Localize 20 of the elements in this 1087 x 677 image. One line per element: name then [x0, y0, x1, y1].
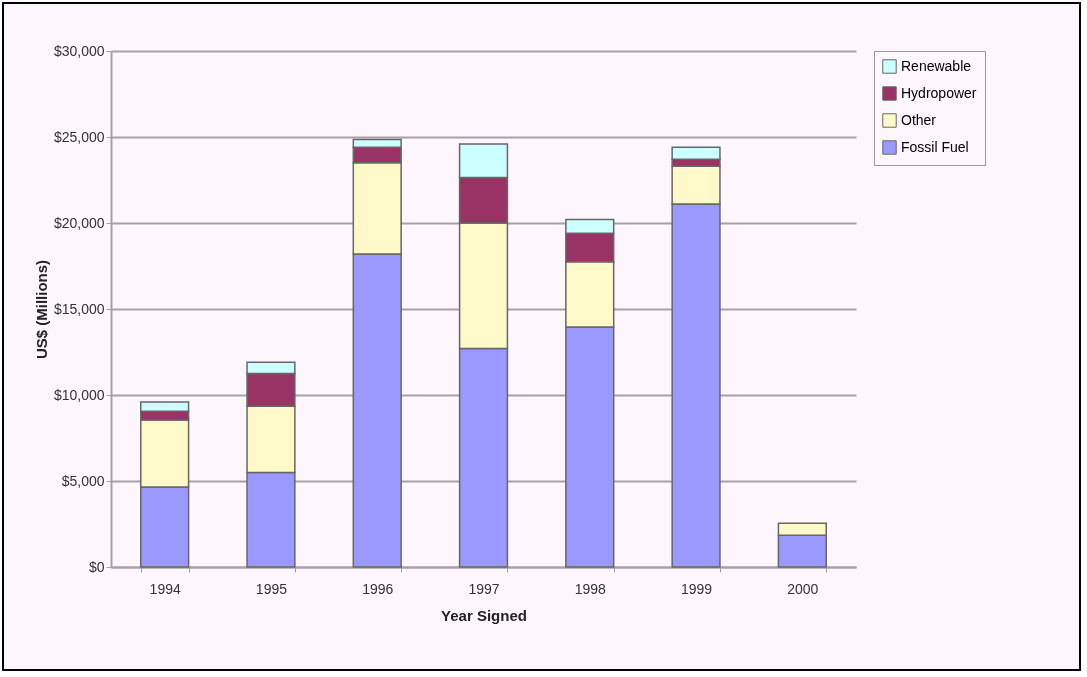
x-tick-label: 1995 [255, 580, 288, 597]
legend-label: Hydropower [901, 84, 977, 101]
y-tick-label: $0 [88, 558, 105, 575]
y-tick-label: $15,000 [53, 300, 105, 317]
y-tick-label: $5,000 [61, 472, 105, 489]
y-tick-label: $10,000 [53, 386, 105, 403]
legend-label: Fossil Fuel [901, 138, 969, 155]
x-tick-label: 1998 [574, 580, 607, 597]
x-tick-label: 1994 [149, 580, 181, 597]
x-tick-label: 2000 [787, 580, 819, 597]
x-tick-label: 1997 [468, 580, 500, 597]
x-axis-title: Year Signed [441, 606, 527, 624]
y-tick-label: $25,000 [53, 128, 105, 145]
x-tick-label: 1996 [362, 580, 394, 597]
legend-label: Renewable [901, 57, 972, 74]
x-tick-label: 1999 [680, 580, 713, 597]
legend-label: Other [901, 111, 937, 128]
y-tick-label: $30,000 [53, 42, 105, 59]
y-axis-title: US$ (Millions) [32, 259, 50, 360]
y-tick-label: $20,000 [53, 214, 105, 231]
